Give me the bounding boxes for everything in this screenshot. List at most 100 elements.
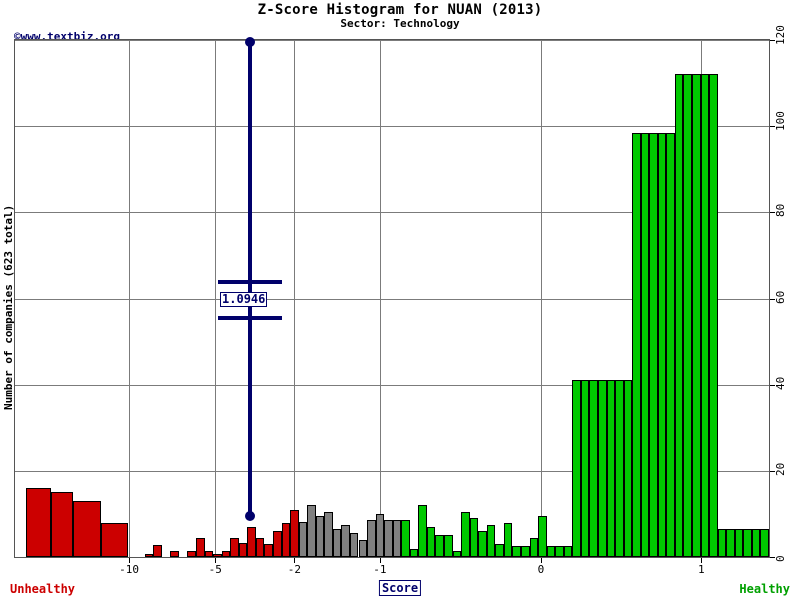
bar: [657, 132, 667, 557]
bar: [563, 546, 573, 557]
bar: [153, 544, 162, 557]
bar: [315, 516, 325, 557]
y-tick-mark-120: [770, 40, 775, 41]
y-tick-mark-100: [770, 126, 775, 128]
bar: [615, 380, 624, 557]
bar: [247, 526, 256, 557]
bar: [751, 529, 761, 557]
bar: [461, 511, 470, 557]
bar: [100, 522, 128, 557]
y-tick-label-120: 120: [774, 25, 787, 45]
bar: [512, 546, 521, 557]
page-title: Z-Score Histogram for NUAN (2013): [257, 2, 543, 18]
x-tick-label--5: -5: [208, 563, 222, 576]
chart-subtitle: Sector: Technology: [340, 17, 460, 30]
bar: [683, 74, 693, 557]
bar: [324, 511, 333, 557]
bar: [418, 505, 427, 557]
x-tick-mark--1: [379, 558, 381, 563]
x-tick-label--1: -1: [373, 563, 387, 576]
y-axis-label: Number of companies (623 total): [2, 204, 15, 410]
x-tick-mark-0: [540, 558, 542, 563]
gridline-v--5: [215, 40, 217, 557]
gridline-h-80: [15, 212, 769, 214]
y-tick-mark-40: [770, 384, 775, 386]
x-tick-mark--10: [129, 558, 131, 563]
bar: [384, 520, 393, 557]
bar: [298, 521, 308, 557]
bar: [692, 74, 701, 557]
bar: [674, 74, 684, 557]
bar: [170, 550, 179, 557]
bar: [478, 531, 487, 557]
bar: [734, 529, 744, 557]
bar: [255, 537, 265, 557]
bar: [50, 492, 74, 557]
marker-bracket-bottom: [218, 316, 283, 320]
bar: [503, 522, 513, 557]
marker-value-label: 1.0946: [220, 292, 268, 307]
bar: [341, 524, 350, 557]
gridline-h-60: [15, 298, 769, 300]
bar: [272, 531, 282, 557]
histogram-bars: [15, 40, 769, 557]
gridline-h-40: [15, 384, 769, 386]
y-tick-label-40: 40: [774, 376, 787, 390]
bar: [187, 550, 196, 557]
bar: [760, 529, 769, 557]
bar: [349, 533, 359, 557]
bar: [572, 380, 581, 557]
bar: [469, 518, 479, 557]
bar: [238, 543, 248, 557]
x-tick-mark--5: [215, 558, 217, 563]
bar: [204, 550, 214, 557]
unhealthy-zone-label: Unhealthy: [10, 582, 76, 596]
y-tick-label-80: 80: [774, 204, 787, 218]
score-marker: [218, 37, 283, 557]
bar: [649, 132, 658, 557]
marker-bracket-top: [218, 280, 283, 284]
bar: [213, 553, 222, 557]
bar: [546, 546, 556, 557]
x-tick-label-1: 1: [697, 563, 705, 576]
y-tick-label-100: 100: [774, 111, 787, 132]
bar: [580, 380, 590, 557]
bar: [401, 520, 410, 557]
bar: [358, 539, 368, 557]
y-tick-mark-20: [770, 470, 775, 472]
x-tick-mark--2: [294, 558, 296, 563]
bar: [25, 488, 51, 557]
bar: [435, 535, 445, 557]
bar: [666, 132, 675, 557]
bar: [632, 132, 641, 557]
bar: [589, 380, 598, 557]
bar: [452, 550, 462, 557]
gridline-h-120: [15, 40, 769, 41]
y-tick-label-60: 60: [774, 290, 787, 304]
bar: [367, 520, 376, 557]
bar: [144, 554, 154, 557]
y-tick-mark-0: [770, 557, 775, 558]
bar: [495, 544, 504, 557]
bar: [700, 74, 710, 557]
bar: [290, 509, 299, 557]
bar: [307, 505, 316, 557]
bar: [709, 74, 718, 557]
marker-dot-bottom: [245, 511, 256, 521]
gridline-h-20: [15, 470, 769, 472]
gridline-v--2: [294, 40, 296, 557]
bar: [743, 529, 752, 557]
bar: [444, 535, 453, 557]
bar: [332, 529, 342, 557]
x-tick-label--2: -2: [287, 563, 301, 576]
bar: [623, 380, 633, 557]
bar: [264, 544, 273, 557]
y-tick-label-0: 0: [774, 555, 787, 562]
x-axis-label: Score: [378, 580, 422, 596]
gridline-v-0: [540, 40, 542, 557]
y-tick-label-20: 20: [774, 462, 787, 476]
gridline-h-100: [15, 126, 769, 128]
healthy-zone-label: Healthy: [739, 582, 790, 596]
bar: [375, 513, 385, 557]
